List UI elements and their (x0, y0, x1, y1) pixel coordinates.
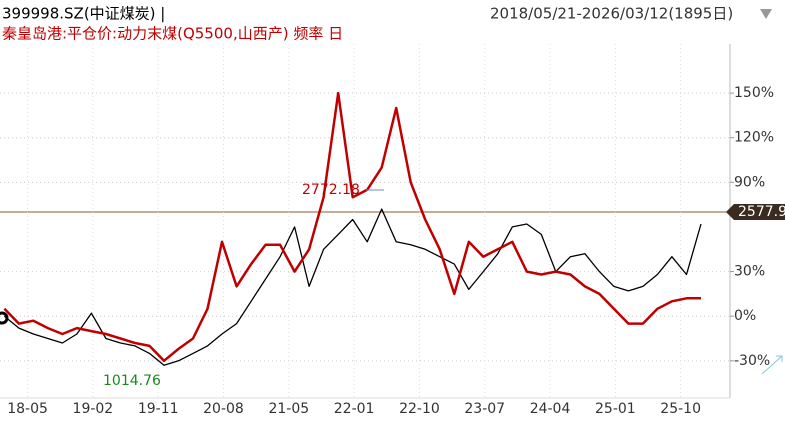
x-tick-label: 19-02 (73, 401, 114, 417)
x-tick-label: 24-04 (530, 401, 571, 417)
series-line (3, 208, 702, 366)
x-tick-label: 25-10 (660, 401, 701, 417)
low-label: 1014.76 (103, 373, 161, 389)
x-tick-label: 22-01 (334, 401, 375, 417)
dropdown-arrow[interactable] (760, 9, 772, 19)
y-tick-label: 30% (734, 264, 765, 280)
x-tick-label: 23-07 (464, 401, 505, 417)
y-tick-label: 0% (734, 308, 756, 324)
x-tick-label: 25-01 (595, 401, 636, 417)
x-tick-label: 18-05 (7, 401, 48, 417)
last-price-box (726, 204, 785, 220)
indicator: 秦皇岛港:平仓价:动力末煤(Q5500,山西产) 频率 日 (2, 25, 343, 43)
corner-arrow (761, 355, 783, 375)
series-line (3, 91, 701, 363)
last-price: 2577.9 (738, 204, 785, 220)
x-tick-label: 19-11 (138, 401, 179, 417)
y-tick-label: -30% (734, 353, 770, 369)
x-tick-label: 20-08 (203, 401, 244, 417)
y-tick-label: 120% (734, 130, 774, 146)
x-tick-label: 22-10 (399, 401, 440, 417)
y-tick-label: 150% (734, 85, 774, 101)
x-tick-label: 21-05 (268, 401, 309, 417)
high-label: 2772.18 (302, 182, 360, 198)
y-tick-label: 90% (734, 174, 765, 190)
date-range[interactable]: 2018/05/21-2026/03/12(1895日) (490, 5, 733, 23)
start-marker (0, 311, 9, 325)
symbol: 399998.SZ(中证煤炭) | (2, 5, 165, 23)
